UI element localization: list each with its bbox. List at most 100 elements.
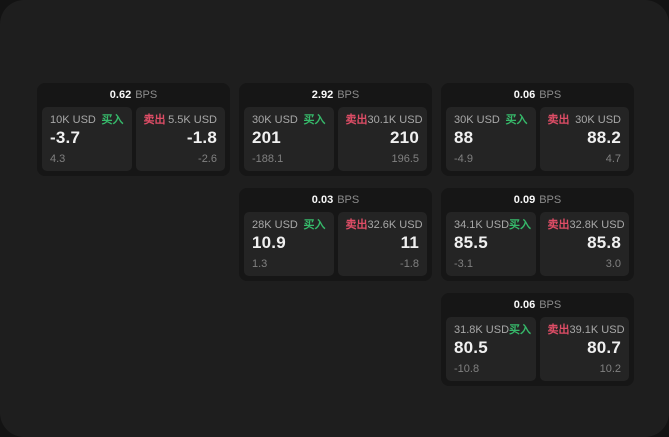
bps-spread-value: 0.06	[513, 298, 536, 311]
buy-sub-value: -188.1	[252, 152, 284, 165]
sell-sub-value: -1.8	[400, 257, 419, 270]
bps-unit-label: BPS	[337, 88, 360, 101]
sell-side-label: 卖出	[345, 114, 368, 126]
buy-amount: 30K USD	[454, 114, 500, 126]
quote-tiles: 30K USD 买入 201 -188.1 卖出 30.1K USD 210 1…	[239, 107, 432, 176]
bps-unit-label: BPS	[539, 298, 562, 311]
quote-tiles: 31.8K USD 买入 80.5 -10.8 卖出 39.1K USD 80.…	[441, 317, 634, 386]
sell-tile-header: 卖出 5.5K USD	[144, 114, 218, 126]
sell-quote-tile[interactable]: 卖出 5.5K USD -1.8 -2.6	[135, 107, 225, 171]
buy-sub-value: -4.9	[454, 152, 473, 165]
quote-tiles: 34.1K USD 买入 85.5 -3.1 卖出 32.8K USD 85.8…	[441, 212, 634, 281]
card-header: 2.92 BPS	[239, 83, 432, 107]
buy-price: 201	[252, 128, 281, 148]
card-header: 0.06 BPS	[441, 293, 634, 317]
sell-tile-header: 卖出 39.1K USD	[548, 324, 625, 336]
buy-quote-tile[interactable]: 30K USD 买入 88 -4.9	[446, 107, 536, 171]
buy-tile-header: 31.8K USD 买入	[454, 324, 532, 336]
sell-price: 85.8	[587, 233, 621, 253]
buy-quote-tile[interactable]: 28K USD 买入 10.9 1.3	[244, 212, 334, 276]
bps-spread-value: 0.06	[513, 88, 536, 101]
sell-tile-header: 卖出 30K USD	[548, 114, 622, 126]
quote-cards-grid: 0.62 BPS 10K USD 买入 -3.7 4.3 卖出 5.5K USD…	[37, 83, 634, 386]
sell-amount: 5.5K USD	[168, 114, 217, 126]
sell-price: 11	[400, 233, 419, 253]
quote-tiles: 30K USD 买入 88 -4.9 卖出 30K USD 88.2 4.7	[441, 107, 634, 176]
sell-quote-tile[interactable]: 卖出 39.1K USD 80.7 10.2	[539, 317, 629, 381]
buy-amount: 28K USD	[252, 219, 298, 231]
buy-price: 85.5	[454, 233, 488, 253]
buy-quote-tile[interactable]: 10K USD 买入 -3.7 4.3	[42, 107, 132, 171]
sell-side-label: 卖出	[547, 114, 570, 126]
buy-side-label: 买入	[509, 219, 532, 231]
buy-tile-header: 10K USD 买入	[50, 114, 124, 126]
sell-tile-header: 卖出 32.8K USD	[547, 219, 625, 231]
bps-unit-label: BPS	[539, 193, 562, 206]
bps-unit-label: BPS	[337, 193, 360, 206]
quote-card: 2.92 BPS 30K USD 买入 201 -188.1 卖出 30.1K …	[239, 83, 432, 176]
card-header: 0.09 BPS	[441, 188, 634, 212]
buy-quote-tile[interactable]: 34.1K USD 买入 85.5 -3.1	[446, 212, 536, 276]
buy-sub-value: -10.8	[454, 362, 480, 375]
buy-price: 88	[454, 128, 474, 148]
sell-quote-tile[interactable]: 卖出 32.6K USD 11 -1.8	[337, 212, 427, 276]
quote-card: 0.62 BPS 10K USD 买入 -3.7 4.3 卖出 5.5K USD…	[37, 83, 230, 176]
sell-quote-tile[interactable]: 卖出 30K USD 88.2 4.7	[539, 107, 629, 171]
buy-price: 10.9	[252, 233, 286, 253]
buy-side-label: 买入	[303, 219, 326, 231]
sell-tile-header: 卖出 30.1K USD	[345, 114, 423, 126]
buy-side-label: 买入	[509, 324, 532, 336]
buy-amount: 31.8K USD	[454, 324, 510, 336]
sell-amount: 30K USD	[575, 114, 621, 126]
card-header: 0.03 BPS	[239, 188, 432, 212]
quote-card: 0.03 BPS 28K USD 买入 10.9 1.3 卖出 32.6K US…	[239, 188, 432, 281]
buy-side-label: 买入	[101, 114, 124, 126]
quote-card: 0.06 BPS 31.8K USD 买入 80.5 -10.8 卖出 39.1…	[441, 293, 634, 386]
buy-sub-value: 1.3	[252, 257, 268, 270]
sell-price: 210	[390, 128, 419, 148]
buy-tile-header: 30K USD 买入	[454, 114, 528, 126]
quote-tiles: 10K USD 买入 -3.7 4.3 卖出 5.5K USD -1.8 -2.…	[37, 107, 230, 176]
bps-spread-value: 2.92	[311, 88, 334, 101]
bps-unit-label: BPS	[135, 88, 158, 101]
sell-amount: 32.6K USD	[367, 219, 423, 231]
sell-amount: 30.1K USD	[367, 114, 423, 126]
buy-amount: 30K USD	[252, 114, 298, 126]
sell-sub-value: 10.2	[599, 362, 621, 375]
sell-side-label: 卖出	[143, 114, 166, 126]
sell-sub-value: -2.6	[198, 152, 217, 165]
sell-tile-header: 卖出 32.6K USD	[346, 219, 423, 231]
sell-sub-value: 4.7	[605, 152, 621, 165]
sell-amount: 39.1K USD	[569, 324, 625, 336]
buy-side-label: 买入	[505, 114, 528, 126]
buy-price: 80.5	[454, 338, 488, 358]
sell-side-label: 卖出	[547, 219, 570, 231]
buy-side-label: 买入	[303, 114, 326, 126]
buy-sub-value: -3.1	[454, 257, 473, 270]
quote-card: 0.09 BPS 34.1K USD 买入 85.5 -3.1 卖出 32.8K…	[441, 188, 634, 281]
sell-sub-value: 3.0	[605, 257, 621, 270]
quote-tiles: 28K USD 买入 10.9 1.3 卖出 32.6K USD 11 -1.8	[239, 212, 432, 281]
buy-tile-header: 30K USD 买入	[252, 114, 326, 126]
buy-quote-tile[interactable]: 30K USD 买入 201 -188.1	[244, 107, 334, 171]
sell-amount: 32.8K USD	[569, 219, 625, 231]
sell-price: 88.2	[587, 128, 621, 148]
bps-spread-value: 0.62	[109, 88, 132, 101]
card-header: 0.62 BPS	[37, 83, 230, 107]
sell-price: -1.8	[186, 128, 217, 148]
sell-quote-tile[interactable]: 卖出 30.1K USD 210 196.5	[337, 107, 427, 171]
buy-amount: 10K USD	[50, 114, 96, 126]
sell-price: 80.7	[587, 338, 621, 358]
quote-card: 0.06 BPS 30K USD 买入 88 -4.9 卖出 30K USD 8…	[441, 83, 634, 176]
buy-amount: 34.1K USD	[454, 219, 510, 231]
buy-tile-header: 28K USD 买入	[252, 219, 326, 231]
card-header: 0.06 BPS	[441, 83, 634, 107]
buy-tile-header: 34.1K USD 买入	[454, 219, 532, 231]
buy-price: -3.7	[50, 128, 81, 148]
bps-spread-value: 0.09	[513, 193, 536, 206]
buy-quote-tile[interactable]: 31.8K USD 买入 80.5 -10.8	[446, 317, 536, 381]
bps-unit-label: BPS	[539, 88, 562, 101]
sell-quote-tile[interactable]: 卖出 32.8K USD 85.8 3.0	[539, 212, 629, 276]
